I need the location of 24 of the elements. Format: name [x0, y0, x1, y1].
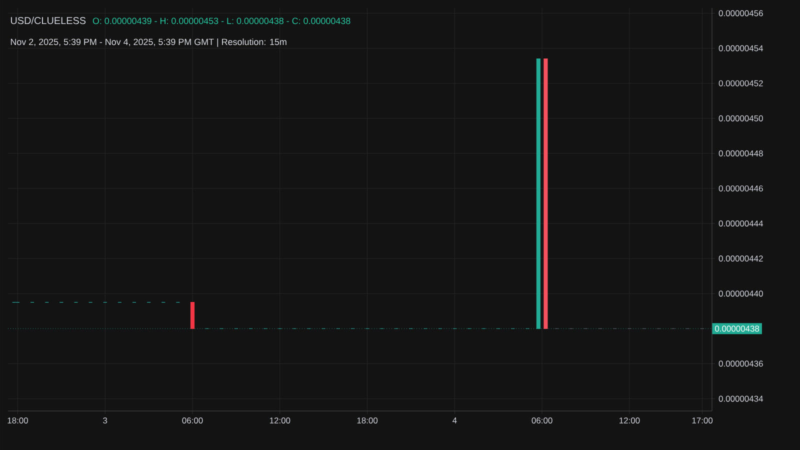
y-tick-label: 0.00000442 [718, 256, 763, 262]
y-tick-label: 0.00000444 [718, 220, 764, 226]
x-tick-label: 06:00 [182, 418, 203, 424]
x-tick-label: 18:00 [8, 418, 28, 424]
x-tick-label: 12:00 [620, 418, 640, 424]
y-tick-label: 0.00000454 [718, 45, 764, 52]
y-tick-label: 0.00000452 [718, 80, 763, 86]
y-tick-label: 0.00000440 [718, 290, 763, 297]
x-tick-label: 4 [452, 418, 457, 424]
ref-line-label: 0.00000438 [715, 326, 760, 332]
y-tick-label: 0.00000448 [718, 150, 763, 156]
y-tick-label: 0.00000450 [718, 115, 763, 122]
x-tick-label: 18:00 [357, 418, 378, 424]
x-tick-label: 3 [103, 418, 108, 424]
text: USD/CLUELESS [10, 16, 86, 24]
y-tick-label: 0.00000446 [718, 185, 763, 192]
y-tick-label: 0.00000456 [718, 10, 763, 16]
y-tick-label: 0.00000436 [718, 360, 763, 367]
y-tick-label: 0.00000434 [718, 396, 764, 402]
x-tick-label: 17:00 [692, 418, 713, 424]
text: Nov 2, 2025, 5:39 PM - Nov 4, 2025, 5:39 PM GMT | Resolution: 15m [10, 38, 286, 47]
annotation: O: 0.00000439 - H: 0.00000453 - L: 0.00000438 - C: 0.00000438 [92, 18, 350, 24]
x-tick-label: 12:00 [270, 418, 290, 424]
x-tick-label: 06:00 [532, 418, 552, 424]
